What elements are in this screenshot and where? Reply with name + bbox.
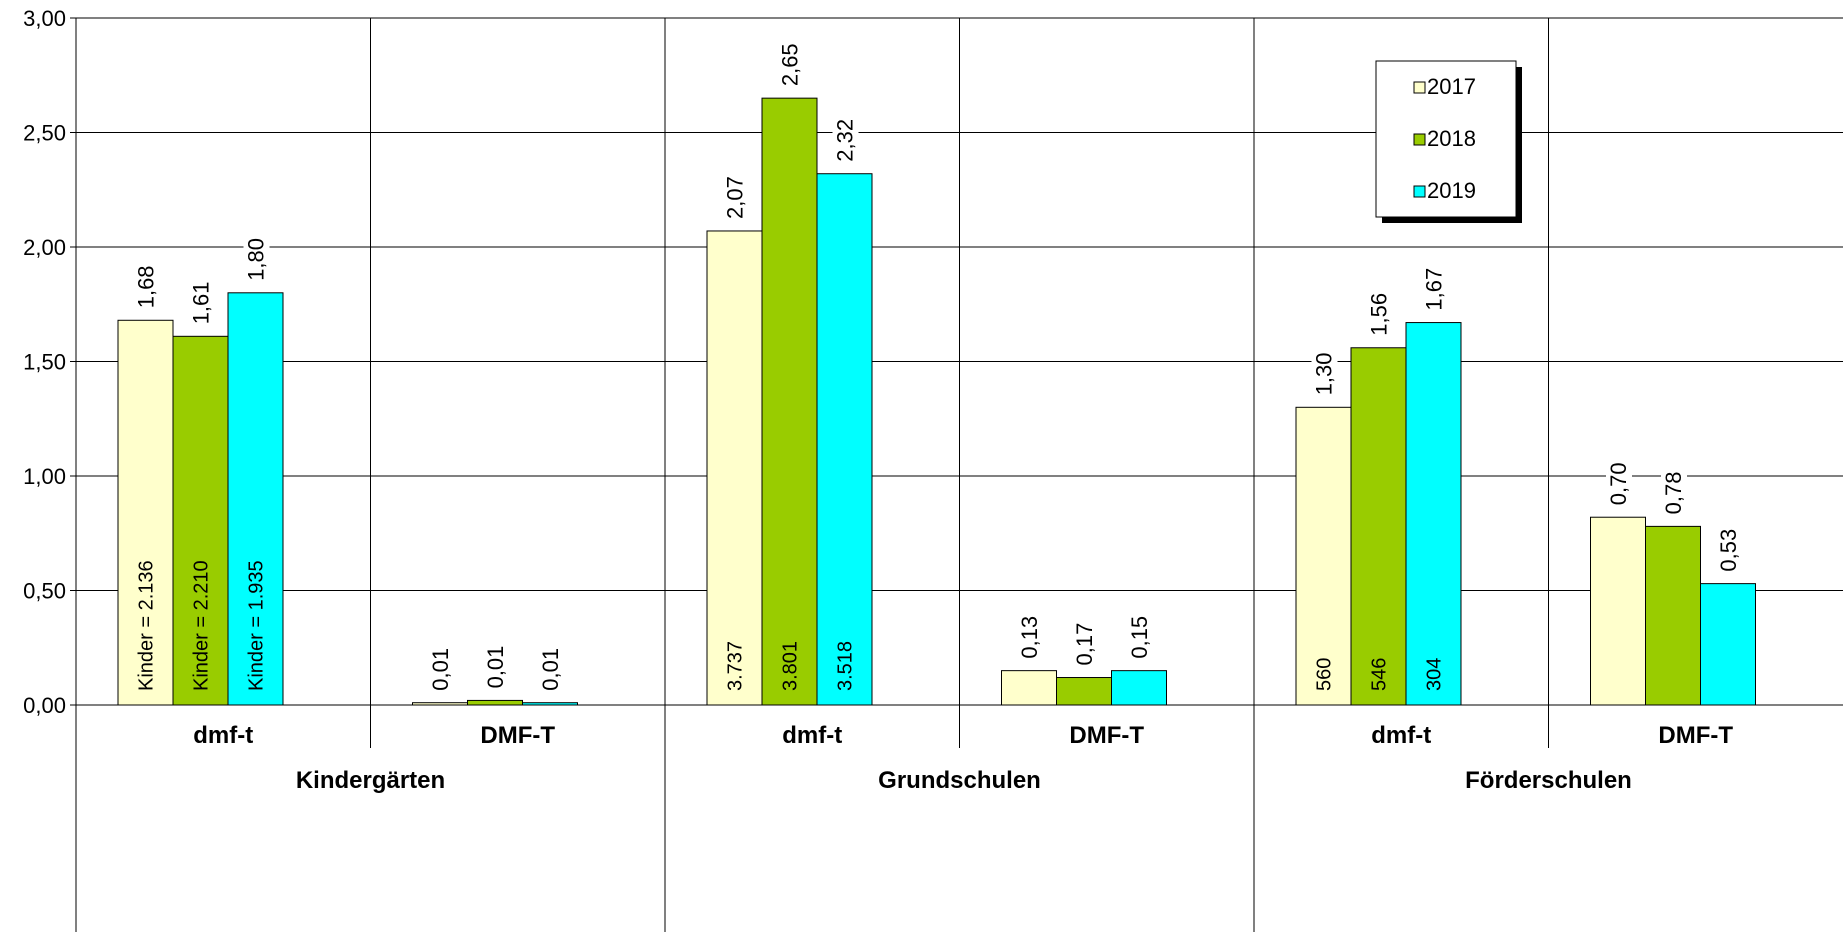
- value-label-2019-3: 0,15: [1127, 616, 1152, 659]
- value-label-bg: [1716, 517, 1742, 576]
- value-label-bg: [133, 254, 160, 313]
- value-labels: 1,68 Kinder = 2.136 0,01 2,07 3.737 0,13 1,30 5…: [133, 32, 1742, 695]
- value-label-2019-4: 1,67: [1422, 268, 1447, 311]
- value-label-2017-0: 1,68: [134, 265, 159, 308]
- value-label-bg: [538, 636, 564, 695]
- inner-label-2018-0: Kinder = 2.210: [191, 560, 213, 691]
- y-tick-label: 2,00: [23, 235, 66, 260]
- group-label: Grundschulen: [878, 767, 1041, 794]
- legend-box: [1375, 60, 1517, 218]
- value-label-bg: [777, 32, 804, 91]
- bar-2019-0: [227, 292, 284, 706]
- bar-2018-2: [761, 97, 818, 706]
- value-label-bg: [1606, 451, 1632, 510]
- bar-2017-3: [1001, 670, 1057, 706]
- y-tick-label: 1,00: [23, 464, 66, 489]
- x-tick-label: dmf-t: [782, 722, 842, 749]
- value-label-bg: [1072, 611, 1098, 670]
- value-label-2019-0: 1,80: [244, 238, 269, 281]
- value-label-2018-5: 0,78: [1661, 472, 1686, 515]
- legend-label-2018: 2018: [1427, 126, 1476, 151]
- bars: [117, 97, 1756, 706]
- value-label-2017-1: 0,01: [428, 648, 453, 691]
- value-label-2019-2: 2,32: [833, 119, 858, 162]
- value-label-bg: [243, 226, 270, 285]
- x-tick-label: DMF-T: [1069, 722, 1144, 749]
- bar-2018-3: [1056, 677, 1112, 706]
- bar-2018-4: [1350, 347, 1407, 706]
- value-label-2018-4: 1,56: [1367, 293, 1392, 336]
- axes: 0,00 0,50 1,00 1,50 2,00 2,50 3,00 dmf-t DMF-T dm…: [23, 6, 1843, 932]
- bar-2017-5: [1590, 516, 1646, 706]
- value-label-bg: [1661, 460, 1687, 519]
- group-label: Förderschulen: [1465, 767, 1632, 794]
- inner-label-2017-4: 560: [1314, 658, 1336, 691]
- value-label-2017-3: 0,13: [1017, 616, 1042, 659]
- bar-2019-4: [1405, 322, 1462, 706]
- value-label-bg: [722, 164, 749, 223]
- bar-2019-5: [1700, 583, 1756, 706]
- value-label-bg: [1366, 281, 1393, 340]
- value-label-bg: [188, 270, 215, 329]
- y-tick-label: 2,50: [23, 121, 66, 146]
- inner-label-2019-2: 3.518: [835, 641, 857, 691]
- bar-2017-0: [117, 319, 174, 706]
- y-tick-label: 0,50: [23, 579, 66, 604]
- x-tick-label: dmf-t: [193, 722, 253, 749]
- gridlines: [76, 17, 1843, 705]
- legend-label-2017: 2017: [1427, 74, 1476, 99]
- bar-2019-2: [816, 173, 873, 706]
- legend-swatch-2017: [1413, 81, 1426, 94]
- value-label-bg: [1421, 256, 1448, 315]
- value-label-2019-5: 0,53: [1716, 529, 1741, 572]
- x-tick-label: DMF-T: [480, 722, 555, 749]
- value-label-bg: [428, 636, 454, 695]
- bar-2017-4: [1295, 406, 1352, 706]
- value-label-2017-2: 2,07: [723, 176, 748, 219]
- bar-2018-5: [1645, 525, 1701, 706]
- inner-label-2019-4: 304: [1424, 658, 1446, 691]
- bar-2019-3: [1111, 670, 1167, 706]
- value-label-bg: [1127, 604, 1153, 663]
- y-tick-label: 1,50: [23, 350, 66, 375]
- inner-label-2017-0: Kinder = 2.136: [136, 560, 158, 691]
- value-label-2017-5: 0,70: [1606, 462, 1631, 505]
- group-label: Kindergärten: [296, 767, 445, 794]
- inner-label-2017-2: 3.737: [725, 641, 747, 691]
- legend-swatch-2018: [1413, 133, 1426, 146]
- value-label-bg: [1017, 604, 1043, 663]
- inner-label-2018-2: 3.801: [780, 641, 802, 691]
- value-label-bg: [832, 107, 859, 166]
- value-label-2019-1: 0,01: [538, 648, 563, 691]
- y-tick-label: 3,00: [23, 6, 66, 31]
- y-tick-label: 0,00: [23, 693, 66, 718]
- legend-swatch-2019: [1413, 185, 1426, 198]
- bar-2018-1: [467, 699, 523, 706]
- x-tick-label: dmf-t: [1371, 722, 1431, 749]
- value-label-2018-2: 2,65: [778, 43, 803, 86]
- value-label-bg: [1311, 341, 1338, 400]
- legend-label-2019: 2019: [1427, 178, 1476, 203]
- value-label-2017-4: 1,30: [1312, 352, 1337, 395]
- x-tick-label: DMF-T: [1658, 722, 1733, 749]
- legend: 2017 2018 2019: [1375, 60, 1522, 223]
- bar-2017-2: [706, 230, 763, 706]
- inner-label-2019-0: Kinder = 1.935: [246, 560, 268, 691]
- value-label-2018-1: 0,01: [483, 646, 508, 689]
- inner-label-2018-4: 546: [1369, 658, 1391, 691]
- value-label-2018-3: 0,17: [1072, 623, 1097, 666]
- value-label-bg: [483, 634, 509, 693]
- value-label-2018-0: 1,61: [189, 281, 214, 324]
